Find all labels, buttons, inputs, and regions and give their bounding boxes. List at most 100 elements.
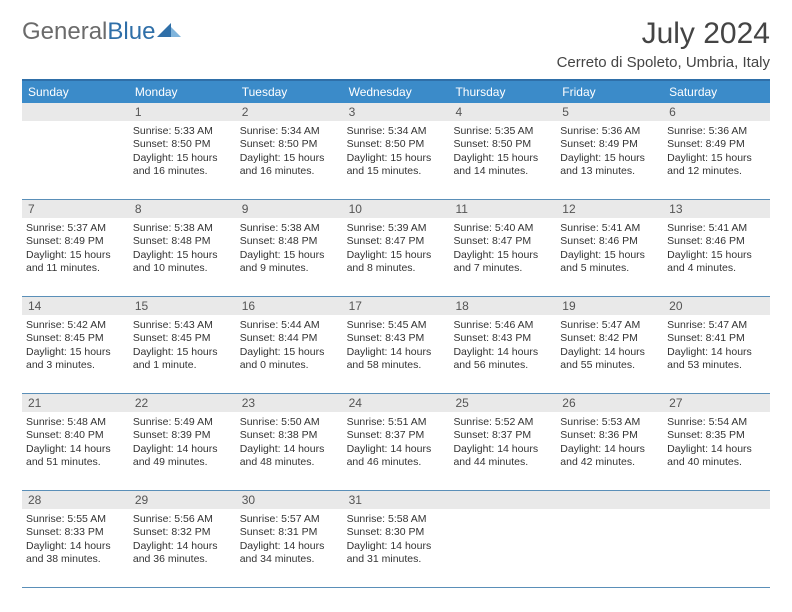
daynum-cell: 22 xyxy=(129,394,236,412)
sunset-text: Sunset: 8:50 PM xyxy=(347,138,446,152)
day-cell: Sunrise: 5:50 AMSunset: 8:38 PMDaylight:… xyxy=(236,412,343,490)
daylight-text: Daylight: 14 hours and 51 minutes. xyxy=(26,443,125,470)
day-text: Sunrise: 5:41 AMSunset: 8:46 PMDaylight:… xyxy=(667,222,766,277)
daylight-text: Daylight: 14 hours and 53 minutes. xyxy=(667,346,766,373)
sunrise-text: Sunrise: 5:56 AM xyxy=(133,513,232,527)
daylight-text: Daylight: 14 hours and 49 minutes. xyxy=(133,443,232,470)
daynum-cell: 28 xyxy=(22,491,129,509)
daylight-text: Daylight: 15 hours and 16 minutes. xyxy=(133,152,232,179)
daynum-cell: 12 xyxy=(556,200,663,218)
daylight-text: Daylight: 15 hours and 11 minutes. xyxy=(26,249,125,276)
daynum-cell: 13 xyxy=(663,200,770,218)
daylight-text: Daylight: 15 hours and 9 minutes. xyxy=(240,249,339,276)
sunset-text: Sunset: 8:47 PM xyxy=(347,235,446,249)
daynum-cell: 21 xyxy=(22,394,129,412)
day-cell: Sunrise: 5:35 AMSunset: 8:50 PMDaylight:… xyxy=(449,121,556,199)
day-text: Sunrise: 5:54 AMSunset: 8:35 PMDaylight:… xyxy=(667,416,766,471)
day-cell: Sunrise: 5:38 AMSunset: 8:48 PMDaylight:… xyxy=(129,218,236,296)
daynum-cell xyxy=(449,491,556,509)
day-cell: Sunrise: 5:57 AMSunset: 8:31 PMDaylight:… xyxy=(236,509,343,587)
daylight-text: Daylight: 14 hours and 46 minutes. xyxy=(347,443,446,470)
day-cell: Sunrise: 5:38 AMSunset: 8:48 PMDaylight:… xyxy=(236,218,343,296)
day-cell: Sunrise: 5:51 AMSunset: 8:37 PMDaylight:… xyxy=(343,412,450,490)
day-text: Sunrise: 5:37 AMSunset: 8:49 PMDaylight:… xyxy=(26,222,125,277)
daylight-text: Daylight: 14 hours and 31 minutes. xyxy=(347,540,446,567)
day-cell: Sunrise: 5:34 AMSunset: 8:50 PMDaylight:… xyxy=(343,121,450,199)
daynum-cell: 4 xyxy=(449,103,556,121)
daynum-cell: 27 xyxy=(663,394,770,412)
sunset-text: Sunset: 8:50 PM xyxy=(453,138,552,152)
page-container: GeneralBlue July 2024 Cerreto di Spoleto… xyxy=(0,0,792,606)
daynum-cell: 17 xyxy=(343,297,450,315)
week-row: Sunrise: 5:42 AMSunset: 8:45 PMDaylight:… xyxy=(22,315,770,394)
sunset-text: Sunset: 8:37 PM xyxy=(453,429,552,443)
sunrise-text: Sunrise: 5:49 AM xyxy=(133,416,232,430)
daynum-row: 21222324252627 xyxy=(22,394,770,412)
day-cell: Sunrise: 5:49 AMSunset: 8:39 PMDaylight:… xyxy=(129,412,236,490)
day-text: Sunrise: 5:42 AMSunset: 8:45 PMDaylight:… xyxy=(26,319,125,374)
day-cell: Sunrise: 5:43 AMSunset: 8:45 PMDaylight:… xyxy=(129,315,236,393)
location-row: Cerreto di Spoleto, Umbria, Italy xyxy=(22,54,770,71)
week-row: Sunrise: 5:37 AMSunset: 8:49 PMDaylight:… xyxy=(22,218,770,297)
day-cell: Sunrise: 5:54 AMSunset: 8:35 PMDaylight:… xyxy=(663,412,770,490)
day-text: Sunrise: 5:52 AMSunset: 8:37 PMDaylight:… xyxy=(453,416,552,471)
sunrise-text: Sunrise: 5:41 AM xyxy=(560,222,659,236)
daylight-text: Daylight: 15 hours and 16 minutes. xyxy=(240,152,339,179)
sunrise-text: Sunrise: 5:52 AM xyxy=(453,416,552,430)
daylight-text: Daylight: 14 hours and 34 minutes. xyxy=(240,540,339,567)
day-text: Sunrise: 5:47 AMSunset: 8:42 PMDaylight:… xyxy=(560,319,659,374)
day-text: Sunrise: 5:50 AMSunset: 8:38 PMDaylight:… xyxy=(240,416,339,471)
daylight-text: Daylight: 15 hours and 7 minutes. xyxy=(453,249,552,276)
week-row: Sunrise: 5:55 AMSunset: 8:33 PMDaylight:… xyxy=(22,509,770,588)
daynum-row: 14151617181920 xyxy=(22,297,770,315)
sunrise-text: Sunrise: 5:55 AM xyxy=(26,513,125,527)
title-block: July 2024 xyxy=(642,18,770,50)
week-row: Sunrise: 5:33 AMSunset: 8:50 PMDaylight:… xyxy=(22,121,770,200)
daynum-cell: 24 xyxy=(343,394,450,412)
daylight-text: Daylight: 14 hours and 36 minutes. xyxy=(133,540,232,567)
weekday-thursday: Thursday xyxy=(449,81,556,103)
sunrise-text: Sunrise: 5:42 AM xyxy=(26,319,125,333)
sunrise-text: Sunrise: 5:48 AM xyxy=(26,416,125,430)
sunset-text: Sunset: 8:30 PM xyxy=(347,526,446,540)
daynum-cell: 1 xyxy=(129,103,236,121)
sunrise-text: Sunrise: 5:45 AM xyxy=(347,319,446,333)
daylight-text: Daylight: 15 hours and 14 minutes. xyxy=(453,152,552,179)
daylight-text: Daylight: 14 hours and 55 minutes. xyxy=(560,346,659,373)
day-cell: Sunrise: 5:46 AMSunset: 8:43 PMDaylight:… xyxy=(449,315,556,393)
sunset-text: Sunset: 8:39 PM xyxy=(133,429,232,443)
daynum-cell: 2 xyxy=(236,103,343,121)
day-cell: Sunrise: 5:58 AMSunset: 8:30 PMDaylight:… xyxy=(343,509,450,587)
daylight-text: Daylight: 14 hours and 58 minutes. xyxy=(347,346,446,373)
day-cell xyxy=(22,121,129,199)
day-text: Sunrise: 5:39 AMSunset: 8:47 PMDaylight:… xyxy=(347,222,446,277)
day-cell: Sunrise: 5:42 AMSunset: 8:45 PMDaylight:… xyxy=(22,315,129,393)
daylight-text: Daylight: 15 hours and 4 minutes. xyxy=(667,249,766,276)
sunset-text: Sunset: 8:46 PM xyxy=(667,235,766,249)
day-cell: Sunrise: 5:37 AMSunset: 8:49 PMDaylight:… xyxy=(22,218,129,296)
sunset-text: Sunset: 8:43 PM xyxy=(453,332,552,346)
day-cell: Sunrise: 5:47 AMSunset: 8:41 PMDaylight:… xyxy=(663,315,770,393)
sunrise-text: Sunrise: 5:40 AM xyxy=(453,222,552,236)
daylight-text: Daylight: 14 hours and 48 minutes. xyxy=(240,443,339,470)
daylight-text: Daylight: 14 hours and 38 minutes. xyxy=(26,540,125,567)
day-cell: Sunrise: 5:55 AMSunset: 8:33 PMDaylight:… xyxy=(22,509,129,587)
sunrise-text: Sunrise: 5:36 AM xyxy=(560,125,659,139)
daynum-cell: 10 xyxy=(343,200,450,218)
weekday-wednesday: Wednesday xyxy=(343,81,450,103)
day-text: Sunrise: 5:40 AMSunset: 8:47 PMDaylight:… xyxy=(453,222,552,277)
day-text: Sunrise: 5:41 AMSunset: 8:46 PMDaylight:… xyxy=(560,222,659,277)
sunset-text: Sunset: 8:44 PM xyxy=(240,332,339,346)
sunset-text: Sunset: 8:31 PM xyxy=(240,526,339,540)
calendar-title: July 2024 xyxy=(642,18,770,50)
calendar-grid: Sunday Monday Tuesday Wednesday Thursday… xyxy=(22,79,770,588)
header-row: GeneralBlue July 2024 xyxy=(22,18,770,50)
daynum-cell: 15 xyxy=(129,297,236,315)
day-cell xyxy=(449,509,556,587)
sunset-text: Sunset: 8:38 PM xyxy=(240,429,339,443)
sunrise-text: Sunrise: 5:39 AM xyxy=(347,222,446,236)
weekday-header-row: Sunday Monday Tuesday Wednesday Thursday… xyxy=(22,81,770,103)
sunrise-text: Sunrise: 5:46 AM xyxy=(453,319,552,333)
daylight-text: Daylight: 14 hours and 56 minutes. xyxy=(453,346,552,373)
day-text: Sunrise: 5:35 AMSunset: 8:50 PMDaylight:… xyxy=(453,125,552,180)
